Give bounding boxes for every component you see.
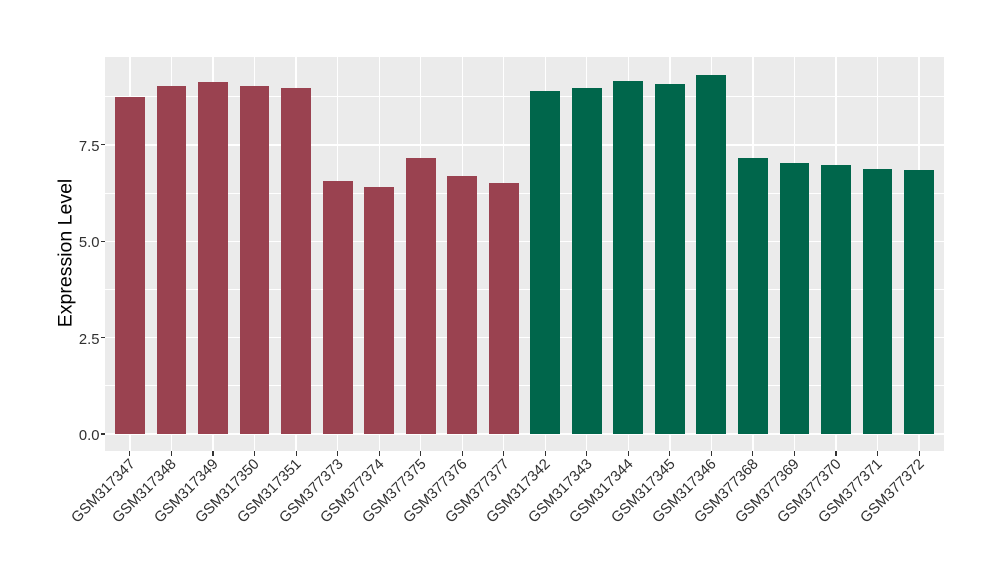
bar-GSM377374 (364, 186, 395, 435)
x-tick-mark (586, 451, 588, 456)
bar-GSM317348 (156, 86, 187, 435)
bar-GSM377368 (737, 158, 768, 435)
y-tick-mark (100, 337, 105, 339)
bar-GSM377372 (904, 169, 935, 435)
x-tick-mark (918, 451, 920, 456)
bar-GSM317347 (114, 97, 145, 435)
bar-GSM317344 (613, 80, 644, 435)
bar-GSM377377 (488, 183, 519, 435)
y-tick-mark (100, 240, 105, 242)
y-axis-title: Expression Level (54, 178, 76, 328)
major-gridline (105, 240, 944, 242)
x-tick-mark (337, 451, 339, 456)
y-tick-label: 0.0 (78, 428, 100, 445)
major-gridline (105, 433, 944, 435)
plot-panel (105, 57, 944, 451)
x-tick-mark (461, 451, 463, 456)
x-tick-mark (170, 451, 172, 456)
x-tick-mark (420, 451, 422, 456)
bar-GSM317343 (571, 87, 602, 435)
minor-gridline (105, 385, 944, 387)
y-tick-mark (100, 144, 105, 146)
bar-GSM317349 (198, 82, 228, 435)
x-tick-mark (710, 451, 712, 456)
bar-GSM317351 (281, 88, 311, 435)
x-tick-mark (876, 451, 879, 456)
bar-GSM317346 (696, 75, 727, 435)
minor-gridline (105, 192, 944, 194)
minor-gridline (105, 288, 944, 290)
y-tick-mark (100, 433, 105, 435)
y-tick-label: 5.0 (78, 235, 100, 252)
minor-gridline (105, 96, 944, 98)
x-tick-mark (752, 451, 754, 456)
bar-GSM377369 (779, 162, 810, 435)
bar-GSM377370 (821, 164, 851, 435)
y-tick-label: 7.5 (78, 138, 100, 155)
x-tick-mark (212, 451, 214, 456)
major-gridline (105, 144, 944, 146)
y-tick-label: 2.5 (78, 331, 100, 348)
bar-GSM317345 (654, 83, 685, 435)
bar-GSM317342 (530, 90, 561, 435)
bar-GSM377376 (447, 175, 478, 435)
x-tick-mark (503, 451, 505, 456)
bar-GSM377373 (322, 181, 353, 435)
bar-GSM377371 (862, 168, 893, 435)
x-tick-mark (295, 451, 297, 456)
x-tick-mark (669, 451, 671, 456)
x-tick-mark (378, 451, 380, 456)
x-tick-mark (544, 451, 546, 456)
major-gridline (105, 337, 944, 339)
x-tick-mark (129, 451, 131, 456)
x-tick-mark (793, 451, 796, 456)
x-tick-mark (253, 451, 256, 456)
bar-GSM377375 (405, 158, 436, 435)
x-tick-mark (835, 451, 837, 456)
x-tick-mark (627, 451, 629, 456)
bar-GSM317350 (239, 85, 270, 435)
